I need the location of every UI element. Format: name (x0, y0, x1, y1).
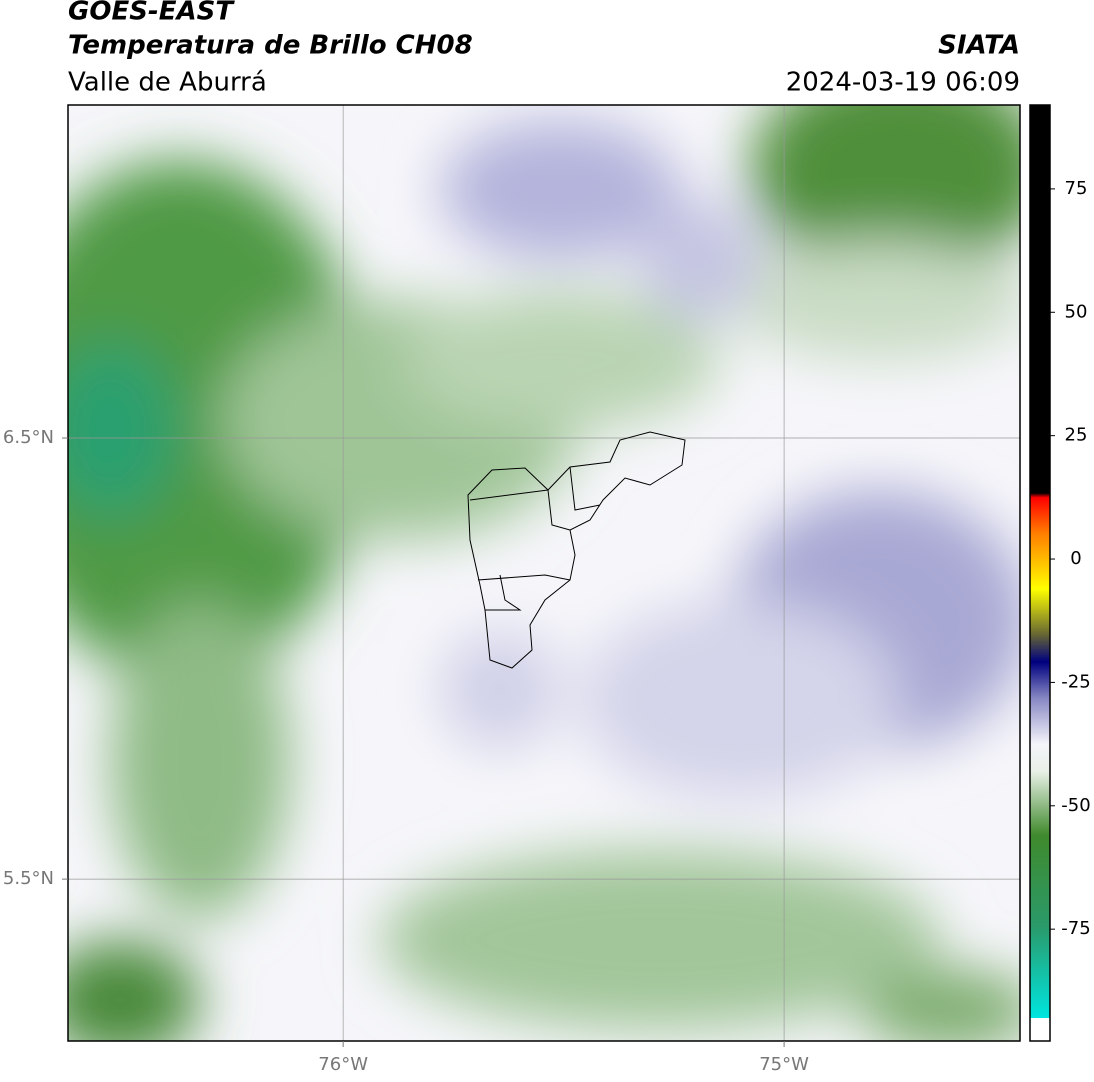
title: GOES-EAST (68, 0, 235, 27)
colorbar-tick-label: -75 (1061, 918, 1090, 939)
colorbar-tick-label: -50 (1061, 795, 1090, 816)
colorbar-tick-label: 0 (1070, 548, 1081, 569)
x-tick-label: 76°W (318, 1054, 368, 1075)
colorbar-tick-label: 75 (1065, 178, 1088, 199)
colorbar-tick-label: -25 (1061, 671, 1090, 692)
graticule (68, 105, 1020, 1041)
imagery (68, 105, 1020, 1041)
colorbar-extension (1030, 1018, 1050, 1041)
x-tick-label: 75°W (759, 1054, 809, 1075)
region: Valle de Aburrá (68, 68, 267, 98)
y-tick-label: 6.5°N (3, 427, 54, 448)
subtitle: Temperatura de Brillo CH08 (68, 31, 473, 61)
map-frame (67, 104, 1021, 1042)
datetime: 2024-03-19 06:09 (786, 68, 1020, 98)
region-outline (467, 431, 686, 669)
colorbar (1030, 105, 1050, 1018)
y-tick-label: 5.5°N (3, 868, 54, 889)
colorbar-frame (1029, 104, 1051, 1042)
agency: SIATA (938, 31, 1020, 61)
colorbar-tick-label: 25 (1065, 425, 1088, 446)
colorbar-tick-label: 50 (1065, 301, 1088, 322)
